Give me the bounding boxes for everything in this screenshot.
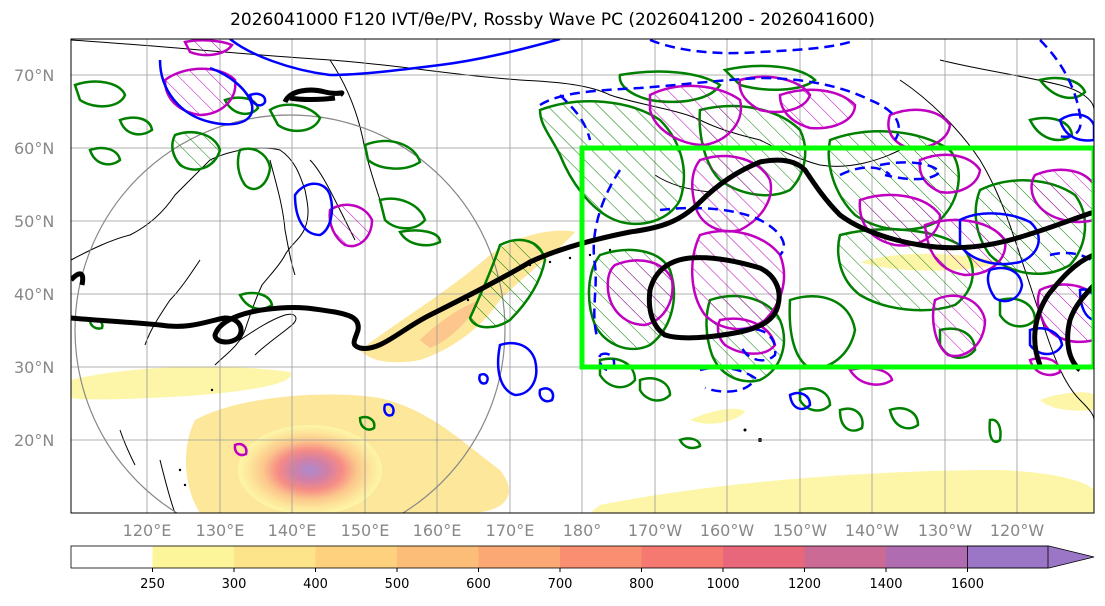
colorbar-label: 500 [385, 577, 410, 592]
lon-label: 170°E [486, 521, 535, 540]
lon-label: 180° [563, 521, 602, 540]
colorbar: 250 300 400 500 600 700 800 1000 1200 1400 1600 [70, 545, 1095, 592]
lon-label: 140°E [268, 521, 317, 540]
theta-e-contours [71, 87, 1094, 372]
colorbar-swatch [152, 546, 234, 568]
colorbar-label: 1000 [706, 577, 739, 592]
colorbar-swatch [71, 546, 153, 568]
longitude-axis: 120°E 130°E 140°E 150°E 160°E 170°E 180°… [123, 521, 1045, 540]
colorbar-extend-arrow [967, 545, 1095, 569]
lat-label: 50°N [14, 212, 54, 231]
lat-label: 40°N [14, 285, 54, 304]
highlight-box [579, 145, 1094, 370]
lon-label: 150°W [773, 521, 828, 540]
colorbar-swatches [71, 545, 1095, 569]
lon-label: 160°E [413, 521, 462, 540]
lat-label: 30°N [14, 358, 54, 377]
lon-label: 120°W [990, 521, 1045, 540]
colorbar-swatch [478, 546, 560, 568]
map-border [70, 38, 1095, 514]
colorbar-swatch [804, 546, 886, 568]
lon-label: 160°W [700, 521, 755, 540]
lon-label: 130°E [196, 521, 245, 540]
latitude-axis: 70°N 60°N 50°N 40°N 30°N 20°N [14, 66, 54, 450]
colorbar-swatch [315, 546, 397, 568]
colorbar-label: 700 [548, 577, 573, 592]
colorbar-swatch [397, 546, 479, 568]
colorbar-label: 600 [466, 577, 491, 592]
colorbar-label: 1600 [951, 577, 984, 592]
colorbar-label: 1400 [869, 577, 902, 592]
lon-label: 140°W [845, 521, 900, 540]
colorbar-label: 1200 [788, 577, 821, 592]
lat-label: 70°N [14, 66, 54, 85]
colorbar-swatch [560, 546, 642, 568]
lat-label: 20°N [14, 431, 54, 450]
colorbar-swatch [234, 546, 316, 568]
range-circle [74, 114, 506, 513]
lon-label: 120°E [123, 521, 172, 540]
colorbar-label: 300 [222, 577, 247, 592]
colorbar-ticks: 250 300 400 500 600 700 800 1000 1200 1400 1600 [140, 568, 984, 592]
lat-label: 60°N [14, 139, 54, 158]
map-title: 2026041000 F120 IVT/θe/PV, Rossby Wave P… [230, 10, 875, 30]
colorbar-swatch [641, 546, 723, 568]
lon-label: 170°W [628, 521, 683, 540]
colorbar-swatch [886, 546, 968, 568]
lon-label: 130°W [918, 521, 973, 540]
colorbar-label: 800 [629, 577, 654, 592]
colorbar-label: 400 [303, 577, 328, 592]
colorbar-label: 250 [140, 577, 165, 592]
lon-label: 150°E [341, 521, 390, 540]
colorbar-swatch [723, 546, 805, 568]
